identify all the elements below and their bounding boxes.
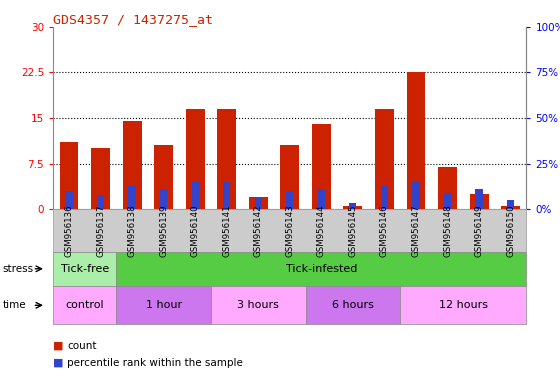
Text: GSM956147: GSM956147: [412, 204, 421, 257]
Text: GSM956148: GSM956148: [443, 204, 452, 257]
Bar: [349, 203, 357, 209]
Text: GSM956149: GSM956149: [474, 204, 484, 257]
Text: time: time: [3, 300, 26, 310]
Text: GSM956142: GSM956142: [254, 204, 263, 257]
Bar: [444, 193, 451, 209]
Bar: [281, 146, 299, 209]
Bar: [470, 194, 488, 209]
Bar: [128, 185, 136, 209]
Bar: [407, 73, 426, 209]
Bar: [507, 200, 514, 209]
Bar: [381, 185, 388, 209]
Text: GSM956141: GSM956141: [222, 204, 231, 257]
Text: GDS4357 / 1437275_at: GDS4357 / 1437275_at: [53, 13, 213, 26]
Text: 6 hours: 6 hours: [332, 300, 374, 310]
Bar: [343, 206, 362, 209]
Text: ■: ■: [53, 358, 64, 368]
Bar: [249, 197, 268, 209]
Bar: [501, 206, 520, 209]
Bar: [66, 191, 73, 209]
Bar: [375, 109, 394, 209]
Text: 1 hour: 1 hour: [146, 300, 181, 310]
Text: percentile rank within the sample: percentile rank within the sample: [67, 358, 243, 368]
Bar: [97, 195, 104, 209]
Text: GSM956139: GSM956139: [159, 204, 168, 257]
Bar: [475, 189, 483, 209]
Bar: [255, 197, 262, 209]
Text: Tick-infested: Tick-infested: [286, 264, 357, 274]
Text: 3 hours: 3 hours: [237, 300, 279, 310]
Bar: [412, 182, 419, 209]
Bar: [192, 182, 199, 209]
Bar: [312, 124, 331, 209]
Text: 12 hours: 12 hours: [439, 300, 488, 310]
Text: GSM956136: GSM956136: [64, 204, 73, 257]
Bar: [223, 182, 230, 209]
Text: GSM956145: GSM956145: [348, 204, 357, 257]
Bar: [59, 142, 78, 209]
Text: count: count: [67, 341, 97, 351]
Bar: [160, 189, 167, 209]
Bar: [91, 149, 110, 209]
Bar: [217, 109, 236, 209]
Bar: [286, 191, 293, 209]
Text: Tick-free: Tick-free: [60, 264, 109, 274]
Bar: [123, 121, 142, 209]
Bar: [438, 167, 457, 209]
Text: GSM956143: GSM956143: [285, 204, 295, 257]
Text: GSM956146: GSM956146: [380, 204, 389, 257]
Text: GSM956150: GSM956150: [506, 204, 515, 257]
Text: control: control: [66, 300, 104, 310]
Text: stress: stress: [3, 264, 34, 274]
Text: GSM956138: GSM956138: [128, 204, 137, 257]
Bar: [186, 109, 204, 209]
Text: ■: ■: [53, 341, 64, 351]
Bar: [318, 189, 325, 209]
Text: GSM956144: GSM956144: [317, 204, 326, 257]
Text: GSM956137: GSM956137: [96, 204, 105, 257]
Text: GSM956140: GSM956140: [190, 204, 200, 257]
Bar: [154, 146, 173, 209]
